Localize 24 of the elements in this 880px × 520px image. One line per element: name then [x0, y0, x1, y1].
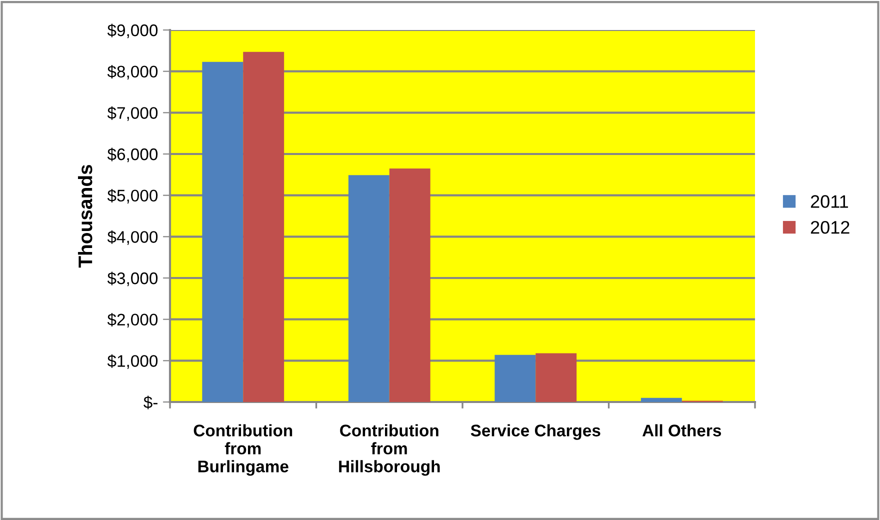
y-tick-label: $5,000 [107, 189, 158, 204]
legend-label: 2011 [810, 195, 848, 208]
bar [389, 168, 430, 402]
bar [640, 398, 682, 402]
y-tick-label: $3,000 [107, 272, 158, 286]
y-tick-label: $1,000 [107, 354, 158, 369]
bar [202, 62, 244, 402]
x-tick-label: Contribution from Burlingame [194, 424, 292, 476]
y-axis-title: Thousands [78, 164, 92, 268]
x-tick-label: All Others [642, 424, 722, 436]
bar [494, 354, 536, 402]
bar [536, 353, 577, 402]
y-tick-label: $- [144, 396, 158, 410]
y-tick-label: $7,000 [107, 106, 158, 121]
y-tick-label: $2,000 [107, 313, 158, 328]
bar [348, 175, 390, 402]
y-tick-label: $4,000 [107, 230, 158, 245]
x-tick-label: Service Charges [470, 424, 600, 440]
y-tick-label: $6,000 [107, 148, 158, 162]
x-tick-label: Contribution from Hillsborough [339, 424, 440, 476]
legend-label: 2012 [810, 220, 850, 234]
y-tick-label: $9,000 [107, 24, 158, 38]
y-tick-label: $8,000 [107, 65, 158, 80]
bar [243, 52, 284, 402]
